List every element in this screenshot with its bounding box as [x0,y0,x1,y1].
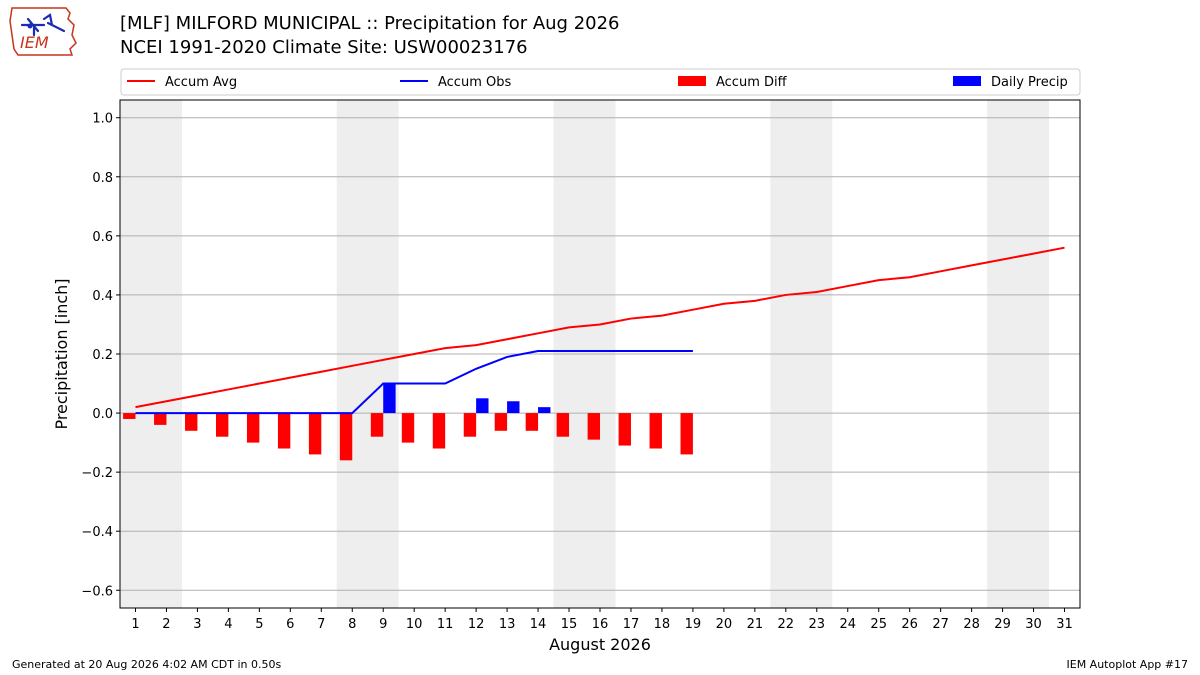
accum-diff-bar [216,413,229,437]
y-tick-label: 0.0 [92,407,113,422]
accum-diff-bar [432,413,446,449]
legend-label: Accum Obs [438,75,511,90]
x-axis-label: August 2026 [549,635,651,654]
y-tick-label: 1.0 [92,112,113,127]
legend-bar-swatch [953,76,981,86]
accum-diff-bar [246,413,260,443]
y-tick-label: 0.2 [92,348,113,363]
y-tick-label: −0.4 [81,525,113,540]
legend-box [120,68,1081,96]
accum-diff-bar [618,413,631,446]
accum-diff-bar [308,413,322,455]
x-tick-label: 30 [1025,617,1042,632]
legend-bar-swatch [678,76,706,86]
accum-diff-bar [370,413,384,437]
legend-label: Daily Precip [991,75,1068,90]
y-tick-label: 0.4 [92,289,113,304]
legend-label: Accum Avg [165,75,237,90]
x-tick-label: 5 [255,617,263,632]
x-tick-label: 14 [530,617,547,632]
legend: Accum Avg Accum Obs Accum Diff Daily Precip [120,68,1081,96]
x-tick-label: 18 [654,617,671,632]
x-tick-label: 6 [286,617,294,632]
x-tick-label: 17 [623,617,640,632]
accum-diff-bar [525,413,539,431]
accum-diff-bar [463,413,477,437]
iem-logo: IEM [8,5,80,61]
x-tick-label: 23 [809,617,826,632]
accum-diff-bar [556,413,570,437]
x-tick-label: 4 [224,617,232,632]
accum-diff-bar [587,413,600,440]
iowa-state-outline-icon [9,7,77,56]
x-tick-label: 22 [778,617,795,632]
app-credit: IEM Autoplot App #17 [1066,658,1189,671]
x-tick-label: 24 [839,617,856,632]
x-tick-label: 9 [379,617,387,632]
x-tick-label: 11 [437,617,454,632]
x-tick-label: 20 [716,617,733,632]
x-tick-label: 1 [131,617,139,632]
y-tick-label: −0.2 [81,466,113,481]
x-tick-label: 19 [685,617,702,632]
x-tick-label: 29 [994,617,1011,632]
accum-diff-bar [401,413,415,443]
accum-diff-bar [277,413,291,449]
x-tick-label: 8 [348,617,356,632]
x-tick-label: 3 [193,617,201,632]
accum-obs-line [135,350,693,415]
y-tick-label: −0.6 [81,584,113,599]
y-axis-label: Precipitation [inch] [52,278,71,429]
x-tick-label: 28 [963,617,980,632]
logo-text: IEM [20,33,49,52]
lines [135,246,1065,415]
bars [123,383,693,461]
accum-diff-bar [680,413,693,455]
daily-precip-bar [538,407,551,414]
x-tick-label: 16 [592,617,609,632]
daily-precip-bar [476,398,489,414]
daily-precip-bar [383,383,396,414]
daily-precip-bar [507,401,520,414]
x-tick-label: 13 [499,617,516,632]
accum-diff-bar [339,413,353,461]
x-tick-label: 21 [747,617,764,632]
x-tick-label: 26 [901,617,918,632]
accum-diff-bar [494,413,508,431]
x-tick-label: 15 [561,617,578,632]
accum-diff-bar [649,413,662,449]
y-tick-label: 0.8 [92,171,113,186]
accum-diff-bar [123,413,136,419]
x-tick-label: 25 [870,617,887,632]
generated-timestamp: Generated at 20 Aug 2026 4:02 AM CDT in … [12,658,282,671]
x-tick-label: 27 [932,617,949,632]
x-tick-label: 10 [406,617,423,632]
accum-avg-line [135,246,1065,409]
x-tick-label: 7 [317,617,325,632]
y-axis-ticks: −0.6 −0.4 −0.2 0.0 0.2 0.4 0.6 0.8 1.0 [81,112,120,599]
x-tick-label: 2 [162,617,170,632]
x-tick-label: 31 [1056,617,1073,632]
chart-title: [MLF] MILFORD MUNICIPAL :: Precipitation… [120,13,620,34]
weather-station-icon [20,13,66,37]
accum-diff-bar [154,413,167,425]
legend-label: Accum Diff [716,75,788,90]
accum-diff-bar [185,413,198,431]
x-axis-ticks: 1 2 3 4 5 6 7 8 9 10 11 12 13 14 15 16 17 18 19 20 21 22 23 24 2… [131,608,1073,632]
y-tick-label: 0.6 [92,230,113,245]
x-tick-label: 12 [468,617,485,632]
chart-subtitle: NCEI 1991-2020 Climate Site: USW00023176 [120,37,528,58]
